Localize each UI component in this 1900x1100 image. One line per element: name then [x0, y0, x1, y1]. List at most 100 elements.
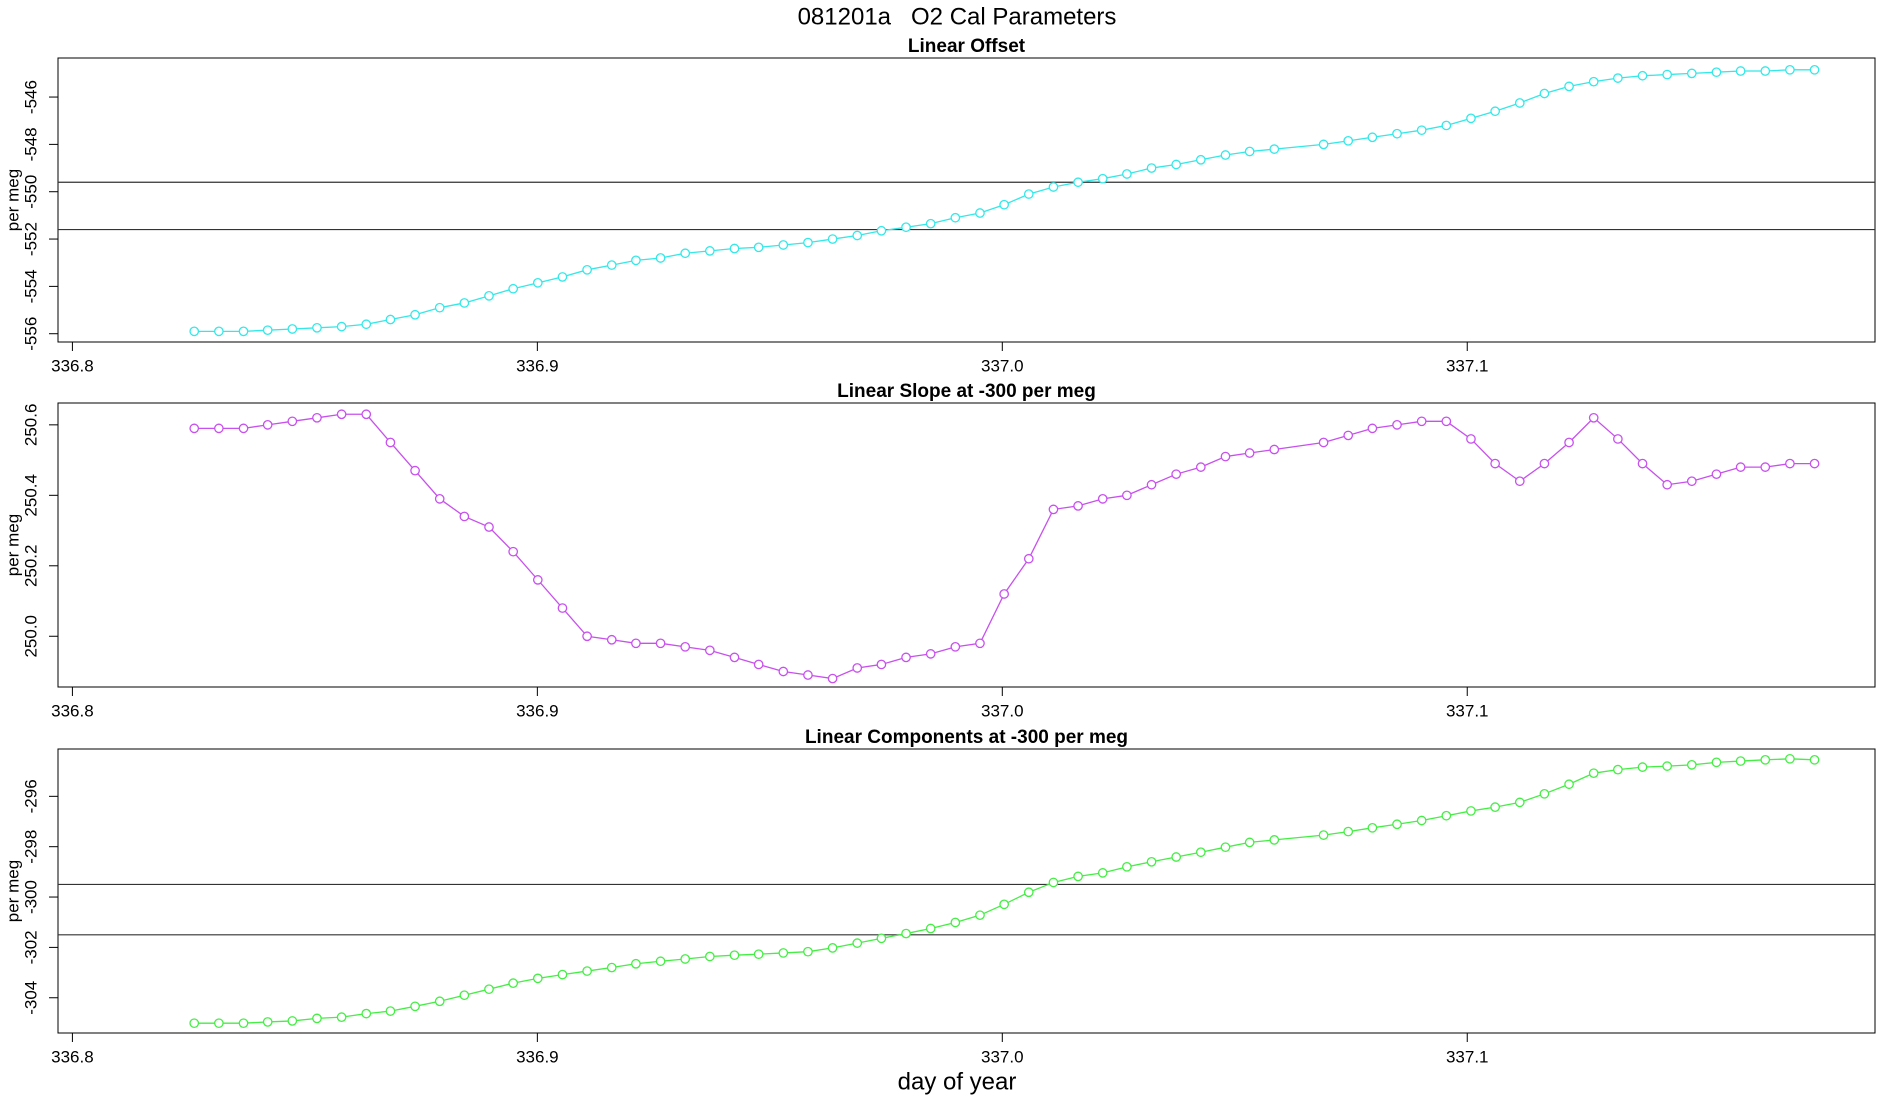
data-point	[532, 575, 543, 585]
data-point	[557, 969, 568, 980]
panel-title: Linear Slope at -300 per meg	[837, 381, 1096, 402]
x-tick-label: 336.9	[516, 701, 559, 720]
data-point	[803, 237, 813, 248]
data-point	[484, 522, 494, 532]
data-point	[1613, 434, 1623, 444]
data-point	[729, 243, 740, 254]
data-point	[1785, 753, 1795, 764]
data-point	[827, 943, 838, 953]
data-point	[1711, 469, 1722, 480]
data-point	[1735, 66, 1746, 76]
x-tick-label: 336.9	[516, 1047, 559, 1066]
data-point	[1809, 64, 1820, 75]
data-point	[1686, 68, 1697, 79]
data-point	[1564, 779, 1574, 790]
data-point	[1244, 448, 1255, 458]
data-point	[1392, 128, 1402, 139]
data-point	[1662, 761, 1673, 771]
data-point	[1097, 868, 1108, 878]
panel-title: Linear Components at -300 per meg	[805, 727, 1128, 748]
data-point	[1760, 754, 1771, 765]
data-point	[508, 283, 519, 294]
data-point	[655, 956, 666, 967]
data-point	[1146, 479, 1157, 490]
data-point	[1514, 476, 1525, 487]
data-point	[582, 264, 592, 275]
data-point	[1637, 458, 1648, 469]
data-point	[1416, 416, 1427, 427]
data-point	[214, 326, 224, 337]
data-point	[1122, 169, 1132, 179]
data-point	[901, 222, 911, 233]
plot-frame	[57, 402, 1876, 688]
data-point	[1343, 135, 1354, 146]
data-point	[385, 1006, 396, 1016]
data-point	[999, 589, 1010, 599]
x-axis-label: day of year	[898, 1068, 1017, 1095]
data-point	[1195, 847, 1206, 858]
data-point	[925, 218, 936, 229]
x-tick-label: 337.0	[981, 1047, 1024, 1066]
data-point	[1466, 806, 1476, 816]
data-point	[1023, 189, 1034, 199]
y-axis-label: per meg	[3, 169, 22, 231]
data-point	[582, 966, 592, 976]
data-point	[1244, 146, 1255, 157]
data-point	[385, 314, 396, 325]
data-point	[508, 546, 519, 557]
data-point	[434, 302, 445, 313]
data-point	[1760, 462, 1771, 472]
data-point	[557, 603, 568, 613]
data-point	[1490, 106, 1500, 117]
data-point	[1564, 81, 1574, 92]
x-tick-label: 337.0	[981, 701, 1024, 720]
data-point	[999, 899, 1010, 910]
data-point	[238, 326, 249, 337]
data-point	[852, 663, 863, 673]
panel-title: Linear Offset	[908, 36, 1026, 57]
data-point	[484, 984, 494, 995]
data-point	[1195, 462, 1206, 472]
data-point	[655, 253, 666, 263]
data-point	[705, 246, 715, 256]
data-point	[1343, 826, 1354, 837]
data-point	[1048, 182, 1059, 192]
data-point	[312, 412, 322, 423]
data-point	[1809, 458, 1820, 469]
data-point	[532, 277, 543, 288]
data-point	[410, 465, 420, 476]
data-point	[557, 272, 568, 282]
y-tick-label: -546	[21, 80, 40, 114]
data-point	[1539, 458, 1550, 469]
data-point	[1514, 98, 1525, 108]
x-tick-label: 337.1	[1446, 1047, 1489, 1066]
data-point	[238, 423, 249, 434]
data-point	[484, 290, 494, 301]
data-point	[434, 493, 445, 504]
y-tick-label: -296	[21, 779, 40, 813]
data-point	[1809, 754, 1820, 765]
data-point	[1220, 842, 1231, 853]
y-tick-label: 250.4	[21, 474, 40, 517]
data-point	[1588, 412, 1599, 423]
data-point	[287, 416, 298, 427]
data-point	[434, 996, 445, 1007]
data-point	[189, 423, 200, 434]
data-point	[753, 242, 764, 253]
series-line	[194, 758, 1815, 1024]
data-point	[1220, 150, 1231, 160]
data-point	[1073, 871, 1083, 882]
data-point	[1490, 802, 1500, 813]
data-point	[1269, 444, 1280, 455]
data-point	[901, 928, 911, 939]
data-point	[1244, 837, 1255, 848]
data-point	[876, 225, 887, 236]
data-point	[631, 958, 641, 969]
data-point	[999, 199, 1010, 210]
data-point	[1588, 768, 1599, 779]
data-point	[214, 1018, 224, 1029]
data-point	[361, 1008, 372, 1019]
data-point	[1686, 476, 1697, 487]
